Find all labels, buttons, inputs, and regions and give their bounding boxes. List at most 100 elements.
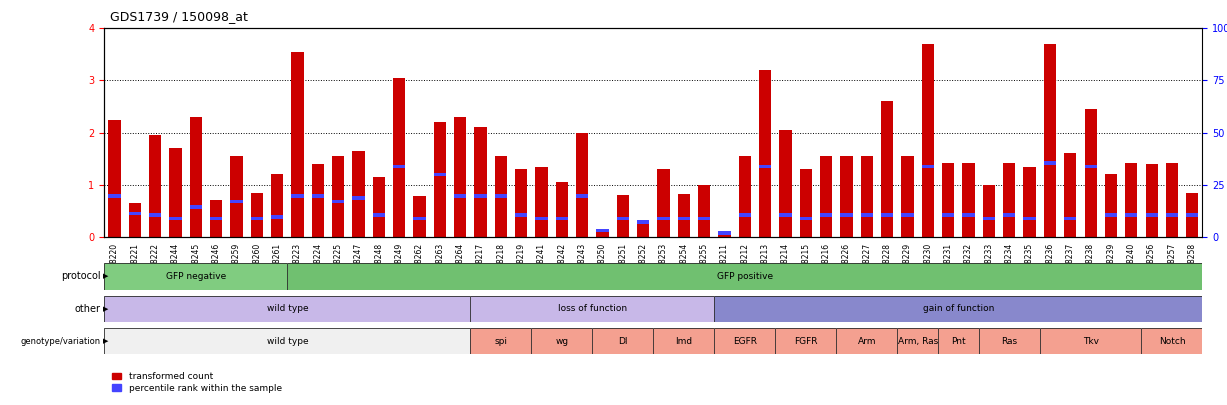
Bar: [1004, 163, 1016, 237]
Bar: [535, 166, 547, 237]
Bar: [190, 205, 202, 209]
Bar: [719, 231, 730, 237]
Text: FGFR: FGFR: [794, 337, 817, 346]
Bar: [231, 156, 243, 237]
Bar: [352, 196, 364, 200]
Text: loss of function: loss of function: [558, 304, 627, 313]
Legend: transformed count, percentile rank within the sample: transformed count, percentile rank withi…: [109, 369, 286, 396]
Bar: [800, 217, 812, 220]
Bar: [677, 217, 690, 220]
Bar: [1004, 213, 1016, 217]
Bar: [454, 194, 466, 198]
FancyBboxPatch shape: [104, 263, 287, 290]
Bar: [433, 173, 445, 176]
Bar: [108, 194, 120, 198]
FancyBboxPatch shape: [939, 328, 979, 354]
Text: gain of function: gain of function: [923, 304, 994, 313]
Bar: [210, 200, 222, 237]
Bar: [393, 165, 405, 168]
Bar: [169, 148, 182, 237]
Bar: [1146, 164, 1158, 237]
Bar: [1166, 213, 1178, 217]
Bar: [210, 217, 222, 220]
Bar: [962, 213, 974, 217]
Text: Ras: Ras: [1001, 337, 1017, 346]
Bar: [231, 200, 243, 203]
Text: Notch: Notch: [1158, 337, 1185, 346]
Bar: [1104, 213, 1117, 217]
Bar: [1044, 44, 1056, 237]
Bar: [250, 217, 263, 220]
Text: EGFR: EGFR: [733, 337, 757, 346]
Bar: [250, 193, 263, 237]
FancyBboxPatch shape: [287, 263, 1202, 290]
Bar: [556, 217, 568, 220]
Bar: [515, 169, 528, 237]
Bar: [739, 156, 751, 237]
Bar: [921, 165, 934, 168]
Text: wild type: wild type: [266, 337, 308, 346]
Bar: [1023, 166, 1036, 237]
Text: GFP positive: GFP positive: [717, 272, 773, 281]
Bar: [942, 163, 955, 237]
FancyBboxPatch shape: [593, 328, 653, 354]
Bar: [779, 130, 791, 237]
Bar: [1023, 217, 1036, 220]
Bar: [454, 117, 466, 237]
FancyBboxPatch shape: [470, 296, 714, 322]
Bar: [983, 185, 995, 237]
Bar: [108, 119, 120, 237]
Text: spi: spi: [494, 337, 507, 346]
FancyBboxPatch shape: [104, 328, 470, 354]
Bar: [1125, 213, 1137, 217]
Text: Dl: Dl: [618, 337, 628, 346]
Bar: [556, 182, 568, 237]
Bar: [1064, 217, 1076, 220]
Bar: [577, 194, 588, 198]
Bar: [1085, 165, 1097, 168]
Bar: [921, 44, 934, 237]
FancyBboxPatch shape: [979, 328, 1039, 354]
Bar: [535, 217, 547, 220]
Bar: [494, 194, 507, 198]
Bar: [779, 213, 791, 217]
Bar: [1064, 153, 1076, 237]
Bar: [881, 101, 893, 237]
Text: ▶: ▶: [103, 338, 108, 344]
Bar: [515, 213, 528, 217]
Bar: [983, 217, 995, 220]
Bar: [677, 194, 690, 237]
Bar: [820, 213, 832, 217]
Bar: [312, 194, 324, 198]
Bar: [861, 213, 872, 217]
Bar: [820, 156, 832, 237]
Bar: [637, 224, 649, 237]
Bar: [433, 122, 445, 237]
Bar: [413, 196, 426, 237]
Bar: [1146, 213, 1158, 217]
FancyBboxPatch shape: [775, 328, 837, 354]
Bar: [800, 169, 812, 237]
Bar: [148, 213, 161, 217]
Bar: [577, 133, 588, 237]
Bar: [658, 169, 670, 237]
Bar: [148, 135, 161, 237]
Bar: [494, 156, 507, 237]
Bar: [902, 213, 914, 217]
FancyBboxPatch shape: [714, 328, 775, 354]
Text: ▶: ▶: [103, 306, 108, 312]
FancyBboxPatch shape: [653, 328, 714, 354]
Text: Tkv: Tkv: [1082, 337, 1098, 346]
Bar: [617, 217, 629, 220]
FancyBboxPatch shape: [104, 296, 470, 322]
Bar: [373, 213, 385, 217]
Bar: [312, 164, 324, 237]
Bar: [881, 213, 893, 217]
Text: genotype/variation: genotype/variation: [21, 337, 101, 346]
Bar: [1187, 193, 1199, 237]
Bar: [475, 194, 487, 198]
Bar: [942, 213, 955, 217]
Bar: [129, 212, 141, 215]
Bar: [861, 156, 872, 237]
Text: wg: wg: [556, 337, 568, 346]
